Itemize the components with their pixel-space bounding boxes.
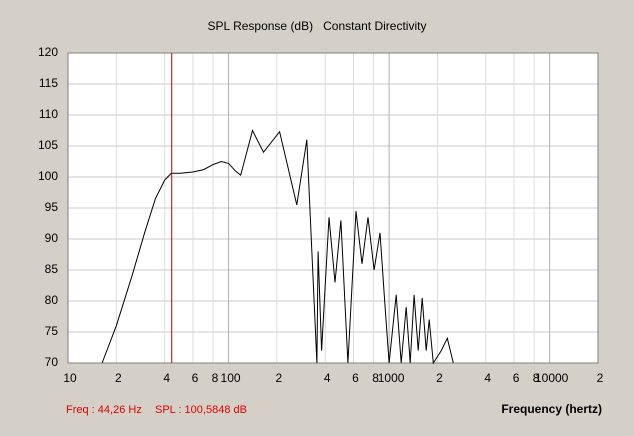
- x-tick-label: 2: [276, 371, 283, 385]
- x-axis-label: Frequency (hertz): [501, 402, 602, 416]
- y-tick-label: 85: [45, 262, 59, 276]
- y-tick-label: 80: [45, 293, 59, 307]
- y-tick-label: 100: [38, 169, 58, 183]
- x-tick-label: 1000: [378, 371, 405, 385]
- cursor-freq: Freq : 44,26 Hz: [66, 404, 142, 416]
- cursor-spl: SPL : 100,5848 dB: [155, 404, 247, 416]
- x-tick-label: 4: [484, 371, 491, 385]
- x-tick-label: 8: [212, 371, 219, 385]
- x-tick-label: 8: [372, 371, 379, 385]
- x-tick-label: 2: [436, 371, 443, 385]
- x-tick-label: 2: [597, 371, 604, 385]
- x-tick-label: 8: [533, 371, 540, 385]
- x-tick-label: 6: [352, 371, 359, 385]
- x-tick-label: 10: [63, 371, 77, 385]
- x-tick-label: 4: [163, 371, 170, 385]
- x-tick-label: 6: [513, 371, 520, 385]
- x-tick-label: 100: [221, 371, 241, 385]
- y-tick-label: 110: [39, 107, 58, 121]
- x-tick-label: 10000: [535, 371, 569, 385]
- response-line: [101, 129, 454, 365]
- y-tick-label: 70: [45, 355, 59, 369]
- chart-title: SPL Response (dB) Constant Directivity: [208, 19, 427, 33]
- y-tick-label: 95: [45, 200, 59, 214]
- x-tick-label: 2: [115, 371, 122, 385]
- x-tick-label: 6: [192, 371, 199, 385]
- y-tick-label: 120: [38, 45, 58, 59]
- x-tick-label: 4: [324, 371, 331, 385]
- y-tick-label: 75: [45, 324, 59, 338]
- y-tick-label: 115: [39, 76, 58, 90]
- plot-border: [67, 52, 599, 364]
- y-tick-label: 105: [38, 138, 58, 152]
- y-tick-label: 90: [45, 231, 59, 245]
